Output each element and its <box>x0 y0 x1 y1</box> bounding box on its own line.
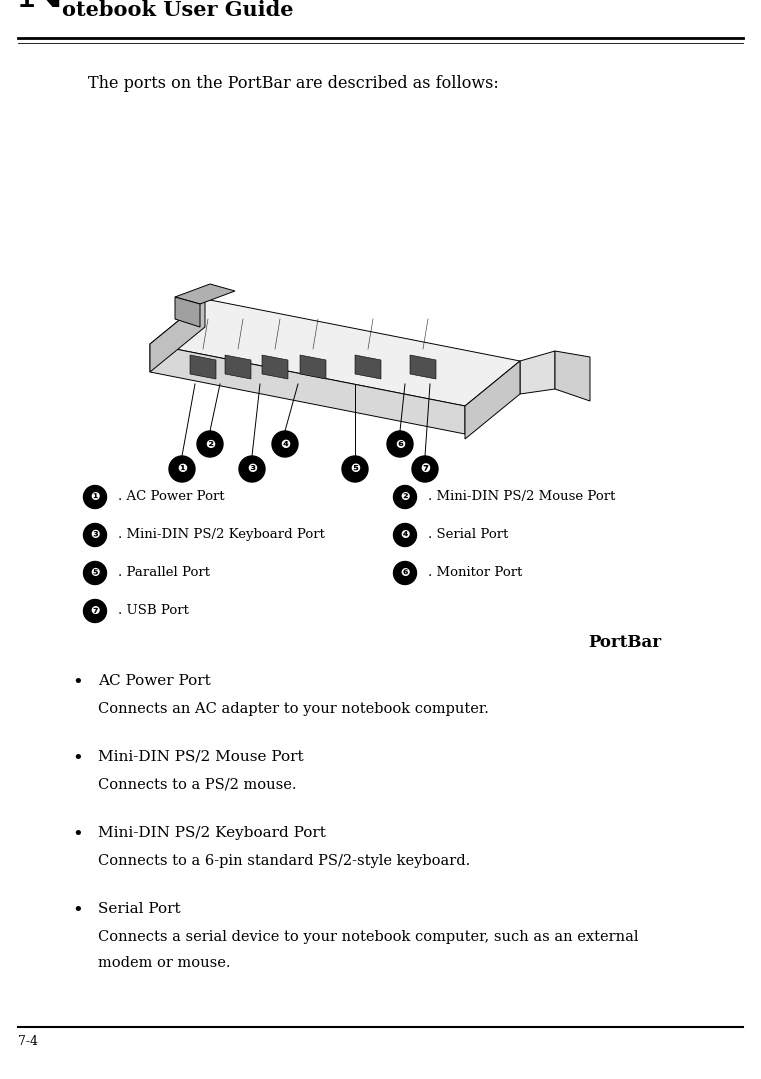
Circle shape <box>393 561 416 585</box>
Polygon shape <box>555 351 590 401</box>
Circle shape <box>84 561 107 585</box>
Text: 7-4: 7-4 <box>18 1035 38 1048</box>
Text: •: • <box>72 902 83 920</box>
Text: modem or mouse.: modem or mouse. <box>98 956 231 970</box>
Text: . AC Power Port: . AC Power Port <box>118 491 224 504</box>
Polygon shape <box>225 355 251 379</box>
Text: Connects a serial device to your notebook computer, such as an external: Connects a serial device to your noteboo… <box>98 930 638 944</box>
Circle shape <box>84 600 107 623</box>
Polygon shape <box>520 351 555 394</box>
Text: N: N <box>18 0 66 18</box>
Circle shape <box>342 456 368 482</box>
Text: . Parallel Port: . Parallel Port <box>118 566 210 579</box>
Text: ❼: ❼ <box>420 463 430 476</box>
Polygon shape <box>150 344 465 434</box>
Text: ❶: ❶ <box>177 463 187 476</box>
Text: Connects to a PS/2 mouse.: Connects to a PS/2 mouse. <box>98 778 297 792</box>
Text: •: • <box>72 674 83 692</box>
Polygon shape <box>262 355 288 379</box>
Polygon shape <box>410 355 436 379</box>
Text: . Mini-DIN PS/2 Mouse Port: . Mini-DIN PS/2 Mouse Port <box>428 491 616 504</box>
Text: Connects to a 6-pin standard PS/2-style keyboard.: Connects to a 6-pin standard PS/2-style … <box>98 853 470 868</box>
Text: otebook User Guide: otebook User Guide <box>62 0 294 21</box>
Polygon shape <box>465 361 520 439</box>
Text: ❹: ❹ <box>400 530 409 540</box>
Text: ❶: ❶ <box>91 492 100 502</box>
Polygon shape <box>150 299 205 372</box>
Circle shape <box>272 431 298 457</box>
Text: •: • <box>72 827 83 844</box>
Text: •: • <box>72 750 83 768</box>
Circle shape <box>387 431 413 457</box>
Text: . Mini-DIN PS/2 Keyboard Port: . Mini-DIN PS/2 Keyboard Port <box>118 529 325 542</box>
Polygon shape <box>175 284 235 304</box>
Polygon shape <box>150 299 520 406</box>
Text: ❸: ❸ <box>91 530 100 540</box>
Text: AC Power Port: AC Power Port <box>98 674 211 688</box>
Text: ❺: ❺ <box>91 568 100 578</box>
Text: ❷: ❷ <box>400 492 409 502</box>
Text: . Monitor Port: . Monitor Port <box>428 566 522 579</box>
Text: Mini-DIN PS/2 Mouse Port: Mini-DIN PS/2 Mouse Port <box>98 750 304 764</box>
Text: ❺: ❺ <box>350 463 360 476</box>
Text: Mini-DIN PS/2 Keyboard Port: Mini-DIN PS/2 Keyboard Port <box>98 827 326 839</box>
Circle shape <box>393 486 416 508</box>
Circle shape <box>393 523 416 546</box>
Polygon shape <box>300 355 326 379</box>
Circle shape <box>412 456 438 482</box>
Text: ❼: ❼ <box>91 606 100 616</box>
Polygon shape <box>355 355 381 379</box>
Circle shape <box>197 431 223 457</box>
Text: PortBar: PortBar <box>588 634 661 651</box>
Text: ❻: ❻ <box>395 437 405 451</box>
Text: Serial Port: Serial Port <box>98 902 180 916</box>
Polygon shape <box>175 297 200 327</box>
Text: ❹: ❹ <box>280 437 290 451</box>
Text: . USB Port: . USB Port <box>118 604 189 617</box>
Circle shape <box>84 486 107 508</box>
Text: . Serial Port: . Serial Port <box>428 529 508 542</box>
Text: The ports on the PortBar are described as follows:: The ports on the PortBar are described a… <box>88 76 498 92</box>
Text: ❸: ❸ <box>247 463 257 476</box>
Text: ❻: ❻ <box>400 568 409 578</box>
Circle shape <box>239 456 265 482</box>
Circle shape <box>169 456 195 482</box>
Text: Connects an AC adapter to your notebook computer.: Connects an AC adapter to your notebook … <box>98 702 489 716</box>
Polygon shape <box>190 355 216 379</box>
Circle shape <box>84 523 107 546</box>
Text: ❷: ❷ <box>205 437 215 451</box>
